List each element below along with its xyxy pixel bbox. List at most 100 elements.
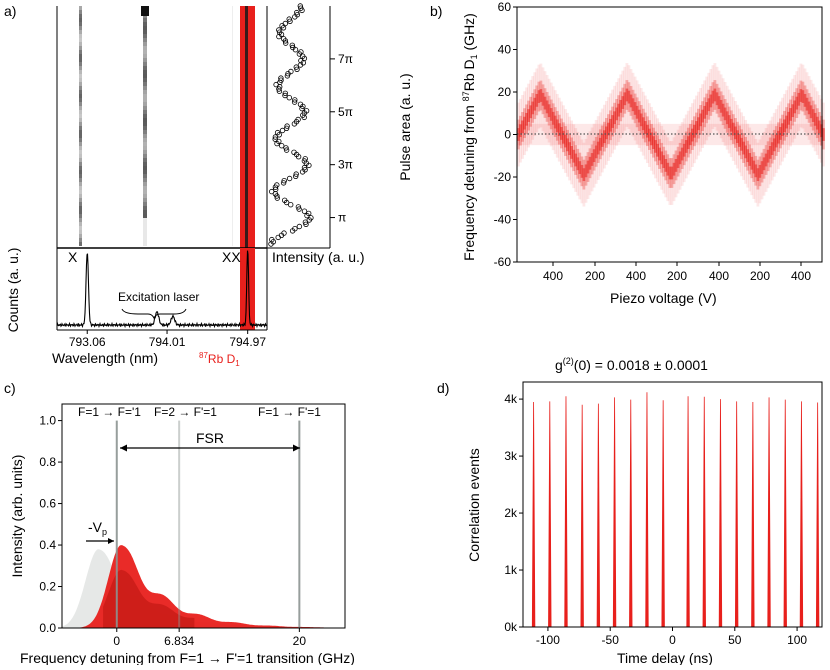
- sweep-core: [783, 119, 786, 133]
- rabi-point: [288, 201, 294, 208]
- d-xtick-label-2: 0: [669, 633, 676, 647]
- map-cell: [143, 22, 147, 26]
- map-cell: [143, 206, 147, 210]
- sweep-core: [609, 118, 612, 132]
- sweep-core: [680, 147, 684, 161]
- rabi-point: [302, 219, 309, 225]
- sweep-core: [656, 143, 659, 157]
- b-xtick-label-6: 400: [791, 269, 811, 283]
- sweep-core: [807, 101, 811, 115]
- rabi-point: [294, 66, 300, 72]
- map-cell: [143, 182, 147, 186]
- c-reference-line-0: [115, 420, 118, 628]
- spectrum-line: [56, 250, 268, 329]
- rabi-point: [269, 236, 275, 243]
- sweep-core: [564, 134, 567, 148]
- map-cell: [143, 86, 147, 90]
- map-cell: [79, 18, 82, 22]
- map-cell: [79, 134, 82, 138]
- rabi-point: [279, 142, 285, 149]
- c-ytick-label-3: 0.6: [39, 497, 56, 511]
- sweep-core: [672, 162, 676, 176]
- rabi-ytick-label-3: 7π: [338, 52, 353, 66]
- map-cell: [79, 214, 82, 218]
- sweep-core: [535, 93, 539, 107]
- rabi-point: [280, 180, 287, 186]
- sweep-core: [674, 159, 678, 172]
- sweep-core: [693, 124, 696, 138]
- sweep-core: [637, 109, 641, 123]
- map-cell: [143, 202, 147, 206]
- sweep-core: [568, 142, 571, 156]
- sweep-core: [738, 134, 741, 147]
- rabi-point: [297, 3, 303, 9]
- sweep-core: [574, 153, 578, 167]
- rabi-point: [276, 27, 282, 33]
- map-cell-top: [141, 6, 149, 16]
- sweep-core: [740, 137, 743, 151]
- sweep-core: [725, 111, 729, 125]
- sweep-core: [654, 140, 657, 153]
- sweep-core: [682, 143, 686, 157]
- map-cell: [143, 178, 147, 182]
- sweep-core: [596, 141, 600, 155]
- map-cell: [232, 214, 233, 218]
- map-cell: [143, 146, 147, 150]
- map-cell: [79, 98, 82, 102]
- map-cell: [232, 234, 233, 238]
- rabi-point: [282, 20, 288, 27]
- sweep-core: [799, 89, 803, 102]
- sweep-core: [746, 149, 750, 163]
- sweep-core: [691, 128, 694, 142]
- sweep-core: [557, 123, 561, 137]
- rabi-point: [298, 49, 304, 55]
- map-cell: [79, 210, 82, 214]
- sweep-core: [650, 132, 653, 146]
- map-cell: [79, 90, 82, 94]
- map-cell: [232, 106, 233, 110]
- rabi-point: [296, 206, 302, 212]
- map-cell: [143, 82, 147, 86]
- sweep-core: [770, 142, 774, 156]
- rabi-point: [293, 171, 299, 177]
- map-cell: [232, 90, 233, 94]
- annotation-f2-f1: F=2 → F'=1: [154, 405, 217, 419]
- map-cell: [143, 110, 147, 114]
- map-cell: [232, 18, 233, 22]
- map-cell: [232, 142, 233, 146]
- map-cell: [232, 230, 233, 234]
- sweep-core: [711, 90, 715, 104]
- map-cell: [232, 146, 233, 150]
- b-xtick-label-0: 400: [543, 269, 563, 283]
- sweep-core: [570, 146, 573, 159]
- map-cell: [79, 26, 82, 30]
- rabi-ylabel: Pulse area (a. u.): [397, 73, 413, 180]
- sweep-core: [715, 92, 719, 106]
- sweep-core: [797, 92, 801, 106]
- b-ytick-label-0: -60: [494, 255, 512, 269]
- sweep-core: [598, 137, 602, 151]
- map-cell: [143, 142, 147, 146]
- map-cell: [232, 26, 233, 30]
- sweep-core: [621, 96, 625, 109]
- map-cell: [232, 38, 233, 42]
- map-cell: [232, 110, 233, 114]
- b-xtick-label-3: 200: [667, 269, 687, 283]
- panel-c: 0.0 0.2 0.4 0.6 0.8 1.0 0 6.834 20 F=1 → F='1 F=…: [9, 403, 355, 666]
- panel-label-b: b): [430, 3, 442, 19]
- sweep-core: [815, 116, 819, 130]
- rabi-point: [282, 92, 288, 99]
- d-ytick-label-0: 0k: [504, 620, 518, 634]
- map-cell: [232, 82, 233, 86]
- map-cell: [232, 182, 233, 186]
- rabi-point: [283, 125, 290, 131]
- shift-arrow-head: [108, 538, 114, 544]
- sweep-core: [723, 107, 727, 121]
- map-cell: [143, 230, 147, 234]
- sweep-core: [822, 128, 825, 141]
- rb-d1-label: 87Rb D1: [199, 351, 240, 368]
- map-cell: [143, 190, 147, 194]
- b-xtick-label-5: 200: [750, 269, 770, 283]
- map-cell: [79, 158, 82, 162]
- correlation-peak-5: [612, 397, 617, 628]
